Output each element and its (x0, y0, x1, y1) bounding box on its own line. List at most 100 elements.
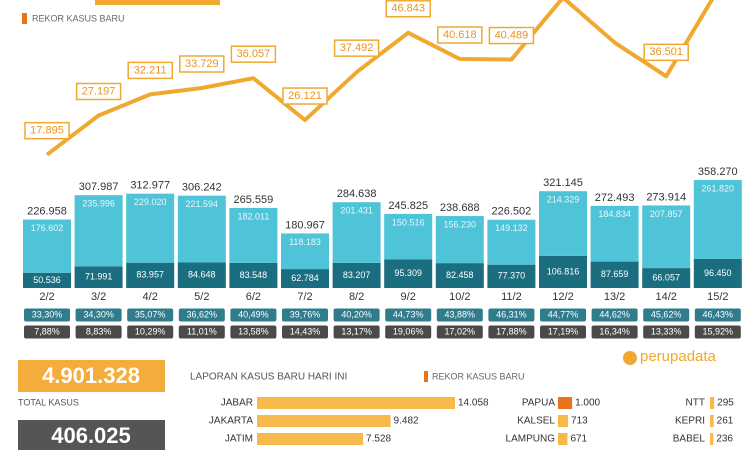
percent-box (230, 308, 277, 322)
percent-box (488, 308, 535, 322)
bar-value-label: 182.011 (237, 211, 269, 221)
total-box (18, 360, 165, 392)
percent-box (127, 325, 174, 339)
bar-value-label: 221.594 (186, 199, 219, 209)
bar-value-label: 83.957 (136, 270, 164, 280)
percent-box (540, 308, 586, 322)
x-tick-label: 4/2 (143, 291, 158, 303)
bar-segment (74, 266, 123, 288)
percent-box (24, 308, 70, 322)
hbar-value-label: 9.482 (394, 416, 419, 427)
line-label-box (282, 87, 328, 105)
header-tab (95, 0, 220, 5)
bar-value-label: 83.548 (240, 270, 268, 280)
logo-icon (623, 351, 637, 365)
bar-segment (281, 233, 329, 270)
bar-total-label: 306.242 (182, 182, 222, 194)
x-tick-label: 7/2 (297, 291, 312, 303)
bar-segment (590, 205, 639, 262)
bar-segment (590, 261, 639, 288)
bar-total-label: 245.825 (388, 200, 428, 212)
line-value-label: 36.057 (237, 48, 271, 60)
bar-value-label: 77.370 (498, 271, 526, 281)
percent-box (282, 325, 328, 339)
percent-label: 45,62% (651, 309, 682, 319)
x-tick-label: 5/2 (194, 291, 209, 303)
hbar-value-label: 713 (571, 416, 588, 427)
bar-value-label: 62.784 (291, 273, 319, 283)
percent-label: 43,88% (445, 309, 476, 319)
line (45, 0, 715, 157)
bar-segment (229, 207, 278, 263)
percent-label: 17,88% (496, 326, 527, 336)
hbar (257, 433, 364, 445)
percent-box (591, 308, 638, 322)
hbar (558, 433, 568, 445)
percent-label: 40,49% (238, 309, 269, 319)
percent-label: 34,30% (83, 309, 114, 319)
legend-swatch (424, 371, 428, 382)
hbar-label: KEPRI (675, 416, 705, 427)
bar-value-label: 235.996 (82, 199, 115, 209)
hbar-label: BABEL (673, 434, 706, 445)
line-label-box (127, 61, 173, 80)
bar-segment (487, 219, 536, 265)
bar-value-label: 71.991 (85, 272, 113, 282)
percent-label: 44,62% (599, 309, 630, 319)
hbar (257, 415, 391, 427)
x-tick-label: 11/2 (501, 291, 522, 303)
active-box (18, 420, 165, 450)
bar-value-label: 118.183 (289, 237, 321, 247)
bar-segment (126, 262, 175, 288)
percent-box (333, 308, 380, 322)
hbar-value-label: 14.058 (458, 398, 489, 409)
percent-label: 33,30% (32, 309, 63, 319)
hbar (257, 397, 455, 409)
percent-label: 17,19% (548, 326, 579, 336)
x-tick-label: 8/2 (349, 291, 364, 303)
logo: perupadata (640, 348, 717, 365)
percent-label: 7,88% (34, 326, 60, 336)
percent-box (436, 325, 483, 339)
line-label-box (488, 26, 535, 45)
bar-segment (332, 202, 381, 263)
percent-box (178, 308, 225, 322)
bar-segment (693, 180, 742, 259)
bar-total-label: 180.967 (285, 219, 325, 231)
percent-box (230, 325, 277, 339)
bar-segment (332, 262, 381, 288)
hbar-label: JATIM (225, 434, 253, 445)
line-value-label: 40.618 (443, 29, 477, 41)
bar-value-label: 82.458 (446, 270, 474, 280)
percent-label: 39,76% (290, 309, 321, 319)
bar-value-label: 66.057 (652, 272, 680, 282)
x-tick-label: 9/2 (401, 291, 416, 303)
percent-box (436, 308, 483, 322)
percent-box (127, 308, 174, 322)
bar-segment (539, 191, 587, 256)
percent-box (333, 325, 380, 339)
line-label-box (230, 45, 277, 63)
line-value-label: 27.197 (82, 85, 116, 97)
hbar-value-label: 261 (717, 416, 734, 427)
percent-box (643, 308, 690, 322)
percent-box (488, 325, 535, 339)
line-label-box (333, 39, 380, 57)
x-tick-label: 15/2 (707, 291, 728, 303)
bar-value-label: 207.857 (650, 209, 683, 219)
line-value-label: 17.895 (30, 125, 64, 137)
percent-box (591, 325, 638, 339)
bar-value-label: 83.207 (343, 270, 371, 280)
bar-value-label: 201.431 (340, 206, 373, 216)
bar-value-label: 84.648 (188, 270, 216, 280)
percent-box (75, 325, 122, 339)
bar-segment (74, 195, 123, 267)
percent-label: 13,33% (651, 326, 682, 336)
bar-segment (23, 219, 71, 273)
hbar (710, 433, 714, 445)
bar-total-label: 312.977 (130, 180, 170, 192)
x-tick-label: 2/2 (39, 291, 54, 303)
legend-label: REKOR KASUS BARU (32, 13, 125, 23)
percent-label: 46,31% (496, 309, 527, 319)
bar-segment (539, 255, 587, 288)
